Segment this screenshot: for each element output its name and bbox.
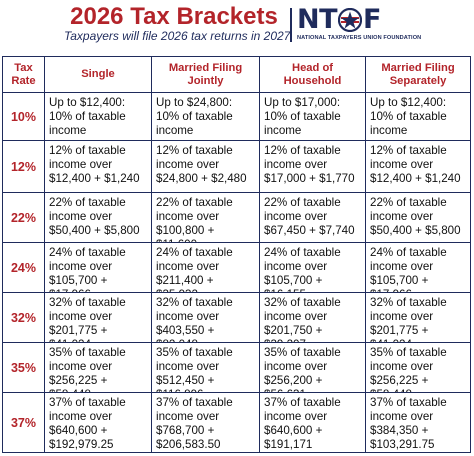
bracket-cell: 37% of taxable income over $640,600 + $1… — [259, 393, 365, 452]
header-divider — [290, 8, 292, 42]
bracket-cell: 37% of taxable income over $640,600 + $1… — [44, 393, 151, 452]
bracket-cell: 32% of taxable income over $201,750 + $3… — [259, 293, 365, 342]
bracket-cell: 35% of taxable income over $256,225 + $5… — [365, 343, 470, 392]
page-subtitle: Taxpayers will file 2026 tax returns in … — [64, 29, 291, 43]
bracket-cell: 22% of taxable income over $67,450 + $7,… — [259, 193, 365, 242]
header-single: Single — [44, 57, 151, 92]
logo-letters-left: NT — [297, 4, 338, 35]
bracket-cell: 37% of taxable income over $768,700 + $2… — [151, 393, 259, 452]
table-row: 24% 24% of taxable income over $105,700 +… — [3, 242, 470, 292]
tax-rate-cell: 32% — [10, 310, 37, 325]
tax-rate-cell: 37% — [10, 415, 37, 430]
table-row: 32% 32% of taxable income over $201,775 +… — [3, 292, 470, 342]
header-tax-rate: Tax Rate — [11, 61, 36, 87]
table-row: 37% 37% of taxable income over $640,600 +… — [3, 392, 470, 452]
bracket-cell: 35% of taxable income over $256,225 + $5… — [44, 343, 151, 392]
ntuf-logo: NT F NATIONAL TAXPAYERS UNION FOUNDATION — [297, 6, 437, 48]
tax-rate-cell: 12% — [10, 159, 37, 174]
tax-rate-cell: 24% — [10, 260, 37, 275]
bracket-cell: 32% of taxable income over $201,775 + $4… — [44, 293, 151, 342]
bracket-cell: 22% of taxable income over $50,400 + $5,… — [44, 193, 151, 242]
bracket-cell: 12% of taxable income over $24,800 + $2,… — [151, 141, 259, 192]
header-head-of-household: Head of Household — [259, 57, 365, 92]
tax-rate-cell: 10% — [10, 109, 37, 124]
table-header-row: Tax Rate Single Married Filing Jointly Head… — [3, 57, 470, 92]
bracket-cell: 12% of taxable income over $12,400 + $1,… — [44, 141, 151, 192]
bracket-cell: Up to $17,000: 10% of taxable income — [259, 93, 365, 140]
header-married-separately: Married Filing Separately — [365, 57, 470, 92]
bracket-cell: 24% of taxable income over $211,400 + $3… — [151, 243, 259, 292]
bracket-cell: 32% of taxable income over $403,550 + $8… — [151, 293, 259, 342]
bracket-cell: Up to $12,400: 10% of taxable income — [365, 93, 470, 140]
bracket-cell: 35% of taxable income over $512,450 + $1… — [151, 343, 259, 392]
bracket-cell: 35% of taxable income over $256,200 + $5… — [259, 343, 365, 392]
header-married-jointly: Married Filing Jointly — [151, 57, 259, 92]
logo-star-icon — [337, 7, 363, 33]
bracket-cell: 24% of taxable income over $105,700 + $1… — [44, 243, 151, 292]
bracket-cell: 32% of taxable income over $201,775 + $4… — [365, 293, 470, 342]
table-row: 35% 35% of taxable income over $256,225 +… — [3, 342, 470, 392]
logo-wordmark: NT F — [297, 6, 437, 34]
bracket-cell: 22% of taxable income over $100,800 + $1… — [151, 193, 259, 242]
page-title: 2026 Tax Brackets — [70, 3, 278, 30]
tax-rate-cell: 35% — [10, 360, 37, 375]
bracket-cell: Up to $24,800: 10% of taxable income — [151, 93, 259, 140]
table-row: 12% 12% of taxable income over $12,400 + … — [3, 140, 470, 192]
table-row: 22% 22% of taxable income over $50,400 + … — [3, 192, 470, 242]
bracket-cell: 24% of taxable income over $105,700 + $1… — [259, 243, 365, 292]
bracket-cell: Up to $12,400: 10% of taxable income — [44, 93, 151, 140]
bracket-cell: 24% of taxable income over $105,700 + $1… — [365, 243, 470, 292]
tax-rate-cell: 22% — [10, 210, 37, 225]
logo-letters-right: F — [363, 4, 381, 35]
bracket-cell: 12% of taxable income over $12,400 + $1,… — [365, 141, 470, 192]
bracket-cell: 12% of taxable income over $17,000 + $1,… — [259, 141, 365, 192]
tax-bracket-table: Tax Rate Single Married Filing Jointly Head… — [2, 56, 471, 453]
bracket-cell: 37% of taxable income over $384,350 + $1… — [365, 393, 470, 452]
page-header: 2026 Tax Brackets Taxpayers will file 20… — [0, 0, 474, 52]
logo-tagline: NATIONAL TAXPAYERS UNION FOUNDATION — [297, 35, 422, 41]
table-row: 10% Up to $12,400: 10% of taxable income U… — [3, 92, 470, 140]
bracket-cell: 22% of taxable income over $50,400 + $5,… — [365, 193, 470, 242]
